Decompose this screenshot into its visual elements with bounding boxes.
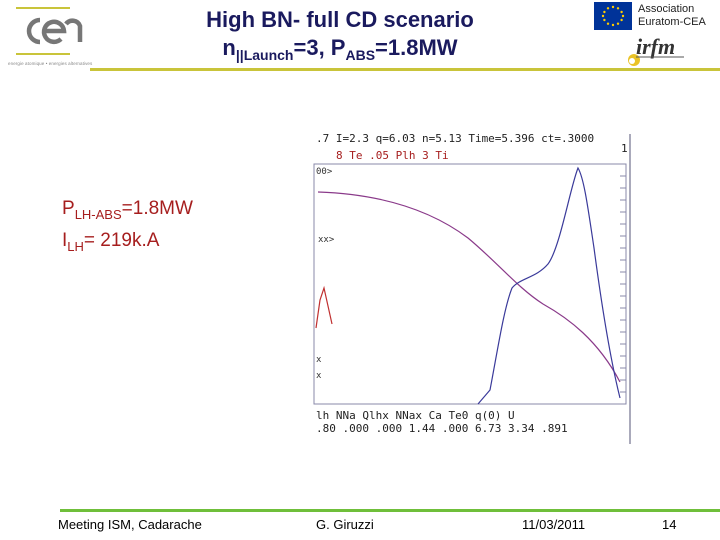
eu-flag-icon bbox=[594, 2, 632, 30]
svg-text:irfm: irfm bbox=[636, 34, 675, 59]
profile-plot: .7 I=2.3 q=6.03 n=5.13 Time=5.396 ct=.30… bbox=[308, 128, 638, 444]
plot-header-row-1: .7 I=2.3 q=6.03 n=5.13 Time=5.396 ct=.30… bbox=[316, 132, 594, 145]
footer-divider bbox=[60, 509, 720, 512]
footer-meeting: Meeting ISM, Cadarache bbox=[58, 517, 202, 532]
cea-tagline: energie atomique • energies alternatives bbox=[8, 61, 93, 66]
title-end: =1.8MW bbox=[375, 35, 458, 60]
title-line-2: n||Launch=3, PABS=1.8MW bbox=[150, 34, 530, 64]
slide-title: High BN- full CD scenario n||Launch=3, P… bbox=[150, 6, 530, 64]
title-sub-abs: ABS bbox=[345, 47, 376, 63]
footer-date: 11/03/2011 bbox=[522, 517, 586, 532]
footer-page-number: 14 bbox=[662, 517, 677, 532]
plot-footer-row-2: .80 .000 .000 1.44 .000 6.73 3.34 .891 bbox=[316, 422, 568, 435]
plh-value: =1.8MW bbox=[121, 198, 193, 219]
cea-logo-mark bbox=[16, 7, 83, 55]
association-label: Association Euratom-CEA bbox=[638, 3, 706, 29]
blue-curve bbox=[477, 166, 621, 405]
header-divider bbox=[90, 68, 720, 71]
plh-symbol: P bbox=[62, 198, 75, 219]
power-annotation: PLH-ABS=1.8MW ILH= 219k.A bbox=[62, 196, 193, 260]
right-axis-ticks bbox=[620, 175, 626, 393]
ilh-value: = 219k.A bbox=[83, 229, 160, 251]
plh-abs-line: PLH-ABS=1.8MW bbox=[62, 196, 193, 228]
ilh-line: ILH= 219k.A bbox=[62, 228, 193, 260]
ilh-subscript: LH bbox=[67, 238, 84, 254]
plh-subscript: LH-ABS bbox=[74, 206, 122, 222]
plot-header-row-2: 8 Te .05 Plh 3 Ti bbox=[336, 149, 449, 162]
left-label-3: x bbox=[316, 355, 322, 365]
title-mid: =3, P bbox=[293, 35, 346, 60]
ilh-symbol: I bbox=[62, 229, 68, 251]
cea-logo: energie atomique • energies alternatives bbox=[8, 4, 94, 70]
footer-author: G. Giruzzi bbox=[316, 517, 374, 532]
plot-corner-label: 1 bbox=[621, 142, 628, 155]
association-line-2: Euratom-CEA bbox=[638, 16, 706, 28]
irfm-logo: irfm bbox=[624, 30, 688, 70]
purple-curve bbox=[317, 191, 621, 383]
red-curve bbox=[315, 285, 333, 329]
plot-footer-row-1: lh NNa Qlhx NNax Ca Te0 q(0) U bbox=[316, 409, 515, 422]
left-label-4: x bbox=[316, 371, 322, 381]
left-label-1: 00> bbox=[316, 167, 333, 177]
association-line-1: Association bbox=[638, 3, 695, 15]
title-line-1: High BN- full CD scenario bbox=[206, 7, 474, 32]
title-n: n bbox=[222, 35, 236, 60]
left-label-2: xx> bbox=[318, 235, 335, 245]
title-sub-launch: ||Launch bbox=[235, 47, 294, 63]
